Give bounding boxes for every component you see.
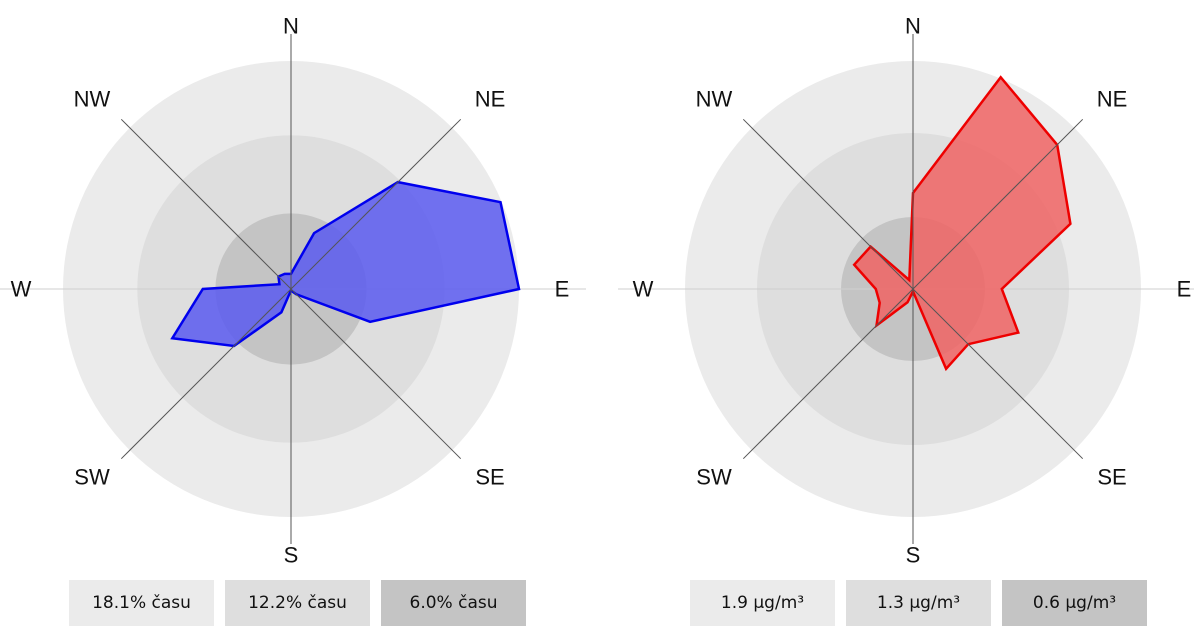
compass-label-n: N xyxy=(283,14,299,39)
compass-label-s: S xyxy=(906,543,921,568)
compass-label-e: E xyxy=(555,277,570,302)
legend-ring-middle: 12.2% času xyxy=(225,580,370,626)
axis-line-2 xyxy=(742,118,1084,460)
legend-ring-outer: 1.9 µg/m³ xyxy=(690,580,835,626)
compass-label-ne: NE xyxy=(475,87,506,112)
frequency-wind-rose: N NE E SE S SW W NW xyxy=(0,14,586,568)
compass-label-se: SE xyxy=(475,465,504,490)
compass-label-w: W xyxy=(633,277,654,302)
compass-label-w: W xyxy=(11,277,32,302)
legend-ring-inner: 6.0% času xyxy=(381,580,526,626)
legend-ring-middle: 1.3 µg/m³ xyxy=(846,580,991,626)
legend-ring-inner: 0.6 µg/m³ xyxy=(1002,580,1147,626)
compass-label-sw: SW xyxy=(696,465,732,490)
compass-label-se: SE xyxy=(1097,465,1126,490)
compass-label-sw: SW xyxy=(74,465,110,490)
compass-label-n: N xyxy=(905,14,921,39)
frequency-legend: 18.1% času 12.2% času 6.0% času xyxy=(69,580,526,626)
compass-label-ne: NE xyxy=(1097,87,1128,112)
compass-label-nw: NW xyxy=(696,87,733,112)
compass-label-nw: NW xyxy=(74,87,111,112)
compass-label-s: S xyxy=(284,543,299,568)
axis-line-2 xyxy=(120,118,462,460)
concentration-wind-rose: N NE E SE S SW W NW xyxy=(618,14,1194,568)
concentration-legend: 1.9 µg/m³ 1.3 µg/m³ 0.6 µg/m³ xyxy=(690,580,1147,626)
legend-ring-outer: 18.1% času xyxy=(69,580,214,626)
compass-label-e: E xyxy=(1177,277,1192,302)
